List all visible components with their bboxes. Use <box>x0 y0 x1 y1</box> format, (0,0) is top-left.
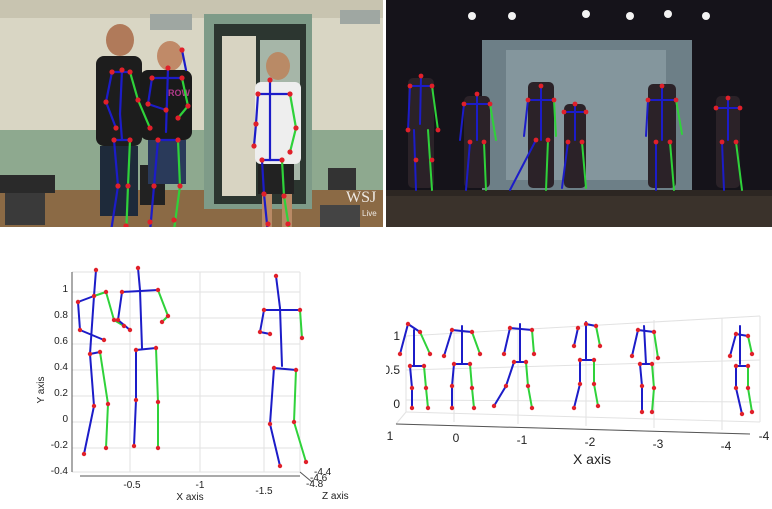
shirt-print-text: ROW <box>168 88 191 98</box>
z-tick: -4.4 <box>314 467 332 478</box>
plot-right-canvas: 1 0.5 0 1 0 -1 -2 -3 -4 -4 X axis <box>386 315 770 467</box>
x-tick: -1 <box>517 433 528 447</box>
x-tick: 1 <box>387 429 394 443</box>
x-tick: -1.5 <box>255 486 273 497</box>
y-tick: 1 <box>393 329 400 343</box>
photo-stage-scene-canvas <box>386 0 772 227</box>
x-tick: -4 <box>721 439 732 453</box>
x-tick: -2 <box>585 435 596 449</box>
y-tick: 1 <box>62 284 68 295</box>
x-axis-label: X axis <box>573 451 611 467</box>
z-tick: -4.6 <box>310 473 328 484</box>
y-tick: 0 <box>393 397 400 411</box>
y-tick: 0.6 <box>54 336 68 347</box>
y-tick: 0 <box>62 414 68 425</box>
z-tick: -4 <box>759 429 770 443</box>
y-tick: 0.2 <box>54 388 68 399</box>
y-tick: -0.2 <box>51 440 69 451</box>
y-tick: -0.4 <box>51 466 69 477</box>
x-tick: 0 <box>453 431 460 445</box>
skeleton-3d-plot-left: 1 0.8 0.6 0.4 0.2 0 -0.2 -0.4 Y axis -0.… <box>0 236 386 509</box>
photo-office-scene: ROW <box>0 0 383 227</box>
z-tick: -4.8 <box>306 479 324 490</box>
plot-left-canvas: 1 0.8 0.6 0.4 0.2 0 -0.2 -0.4 Y axis -0.… <box>36 265 349 503</box>
y-axis-label: Y axis <box>36 376 47 403</box>
x-tick: -1 <box>196 480 205 491</box>
wsj-watermark: WSJ <box>346 189 376 206</box>
x-axis-label: X axis <box>176 492 203 503</box>
x-tick: -0.5 <box>123 480 141 491</box>
y-tick: 0.8 <box>54 310 68 321</box>
photo-office-scene-canvas: ROW <box>0 0 383 227</box>
y-tick: 0.5 <box>386 363 400 377</box>
skeleton-3d-plot-right: 1 0.5 0 1 0 -1 -2 -3 -4 -4 X axis <box>386 236 772 509</box>
y-tick: 0.4 <box>54 362 68 373</box>
x-tick: -3 <box>653 437 664 451</box>
z-axis-label: Z axis <box>322 491 349 502</box>
live-watermark: Live <box>362 209 377 218</box>
photo-stage-scene <box>386 0 772 227</box>
